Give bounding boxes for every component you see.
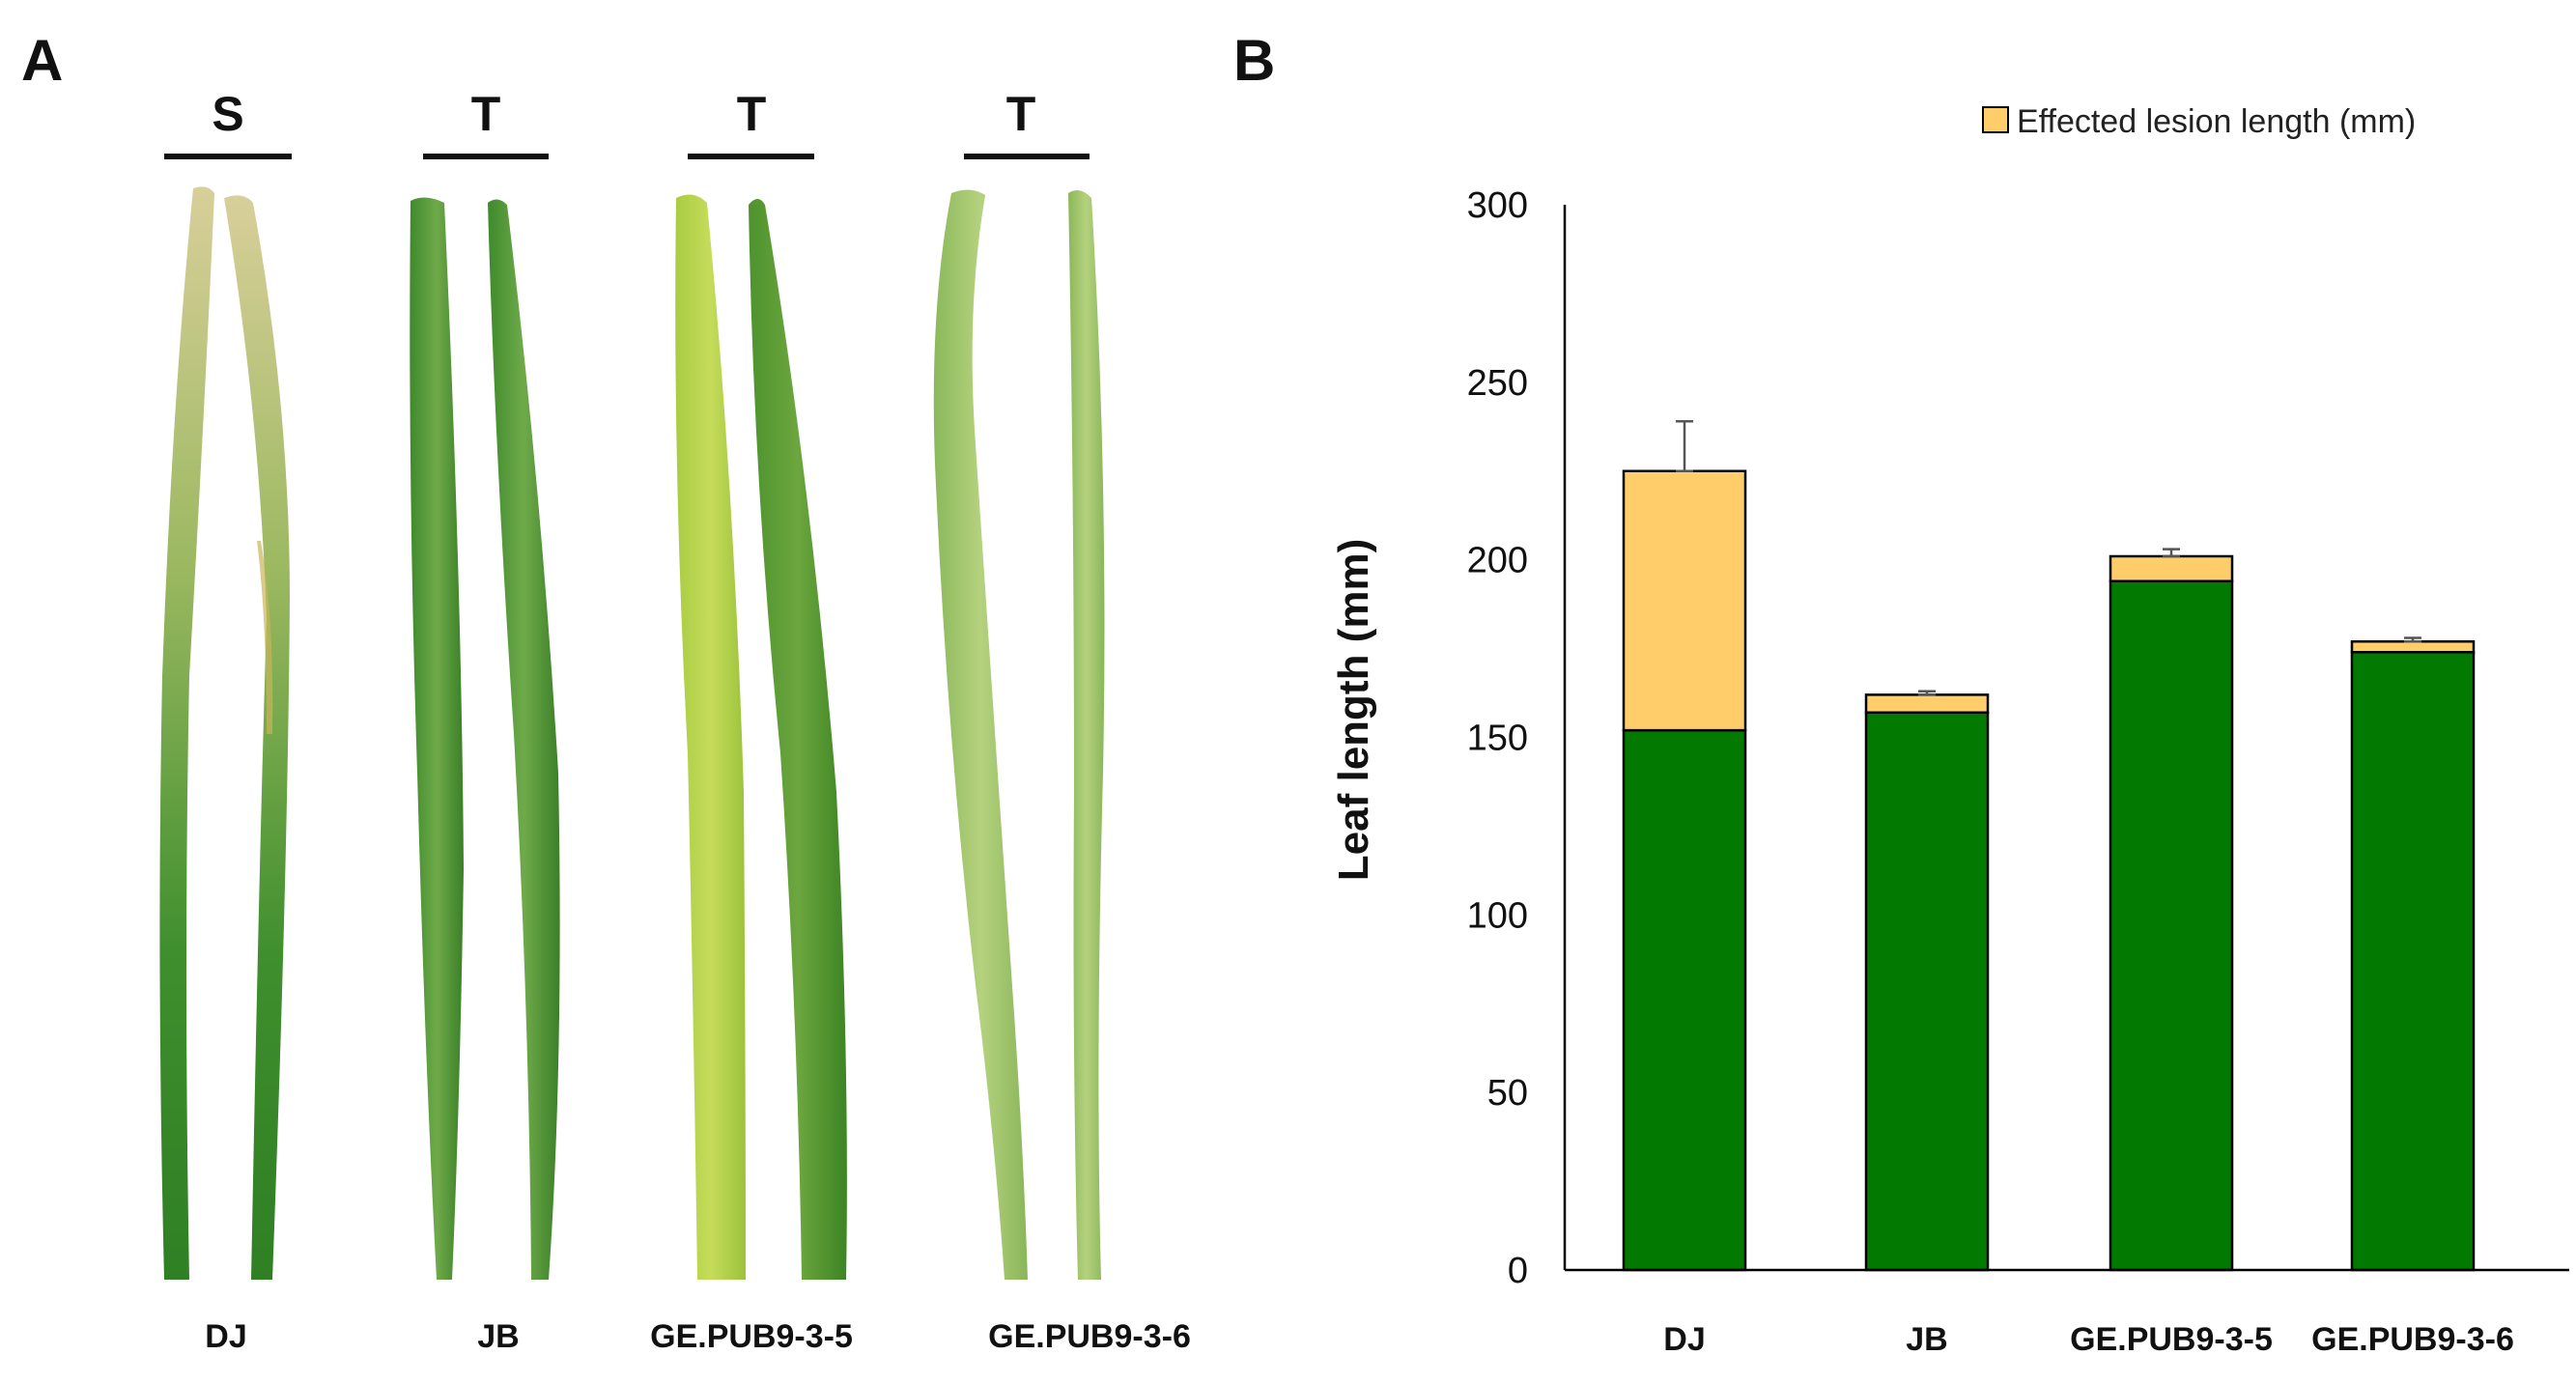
bar-lesion-0 <box>1622 469 1747 732</box>
phenotype-label-ge5: T <box>737 87 767 141</box>
leaf-jb-1 <box>410 197 464 1280</box>
bars-group <box>1622 469 2476 1272</box>
sample-label-dj: DJ <box>205 1318 246 1355</box>
bar-healthy-2 <box>2109 579 2234 1272</box>
legend-swatch-lesion <box>1982 106 2009 133</box>
leaf-ge5-1 <box>675 194 746 1280</box>
panel-b-letter: B <box>1233 28 1276 93</box>
bar-healthy-1 <box>1864 711 1990 1272</box>
bar-lesion-1 <box>1864 693 1990 715</box>
y-tick-label-300: 300 <box>1467 185 1528 226</box>
y-axis-label: Leaf length (mm) <box>1330 539 1377 881</box>
legend: Effected lesion length (mm) <box>1982 103 2416 140</box>
leaf-ge6-2 <box>1068 189 1105 1280</box>
leaf-dj-1 <box>159 186 214 1280</box>
panel-a: A <box>0 0 1246 1378</box>
phenotype-label-jb: T <box>471 87 501 141</box>
y-tick-label-200: 200 <box>1467 541 1528 581</box>
leaf-photo-panel: S T T T <box>159 87 1191 1355</box>
x-tick-labels: DJ JB GE.PUB9-3-5 GE.PUB9-3-6 <box>1663 1321 2514 1358</box>
legend-label-lesion: Effected lesion length (mm) <box>2017 103 2416 140</box>
leaf-dj-2 <box>224 195 290 1281</box>
leaf-dj-lesion <box>257 541 273 734</box>
phenotype-header-ge6: T <box>964 87 1090 159</box>
phenotype-label-dj: S <box>212 87 243 141</box>
y-tick-label-100: 100 <box>1467 895 1528 936</box>
error-bar-2 <box>2163 548 2180 558</box>
y-tick-label-0: 0 <box>1508 1251 1528 1291</box>
phenotype-label-ge6: T <box>1006 87 1036 141</box>
x-tick-label-3: GE.PUB9-3-6 <box>2311 1321 2514 1358</box>
leaf-ge5-2 <box>749 199 847 1280</box>
sample-label-ge5: GE.PUB9-3-5 <box>650 1318 853 1355</box>
x-tick-label-2: GE.PUB9-3-5 <box>2070 1321 2273 1358</box>
y-axis: 0 50 100 150 200 250 300 <box>1467 185 2569 1291</box>
leaf-pair-ge5 <box>675 194 847 1280</box>
phenotype-header-jb: T <box>423 87 549 159</box>
panel-b: B 0 50 100 150 200 250 300 DJ JB GE.PUB9-3-5 GE.P… <box>1233 0 2576 1378</box>
sample-label-ge6: GE.PUB9-3-6 <box>988 1318 1191 1355</box>
panel-a-letter: A <box>21 28 64 93</box>
error-bar-0 <box>1676 420 1693 472</box>
phenotype-header-dj: S <box>164 87 292 159</box>
leaf-ge6-1 <box>933 189 1028 1280</box>
x-tick-label-1: JB <box>1906 1321 1947 1358</box>
error-bar-3 <box>2404 636 2421 643</box>
y-tick-label-50: 50 <box>1487 1073 1528 1114</box>
leaf-pair-dj <box>159 186 290 1281</box>
bar-lesion-2 <box>2109 554 2234 582</box>
sample-label-jb: JB <box>477 1318 519 1355</box>
y-tick-label-250: 250 <box>1467 363 1528 404</box>
y-tick-label-150: 150 <box>1467 719 1528 759</box>
bar-healthy-0 <box>1622 728 1747 1272</box>
bar-lesion-3 <box>2350 639 2476 654</box>
leaf-pair-ge6 <box>933 189 1105 1280</box>
leaf-length-chart: 0 50 100 150 200 250 300 DJ JB GE.PUB9-3-5 GE.PUB… <box>1330 103 2569 1358</box>
bar-healthy-3 <box>2350 651 2476 1272</box>
x-tick-label-0: DJ <box>1663 1321 1705 1358</box>
error-bar-1 <box>1918 690 1936 696</box>
error-bars-group <box>1676 420 2421 696</box>
leaf-jb-2 <box>488 199 560 1280</box>
phenotype-header-ge5: T <box>688 87 814 159</box>
leaf-pair-jb <box>410 197 560 1280</box>
